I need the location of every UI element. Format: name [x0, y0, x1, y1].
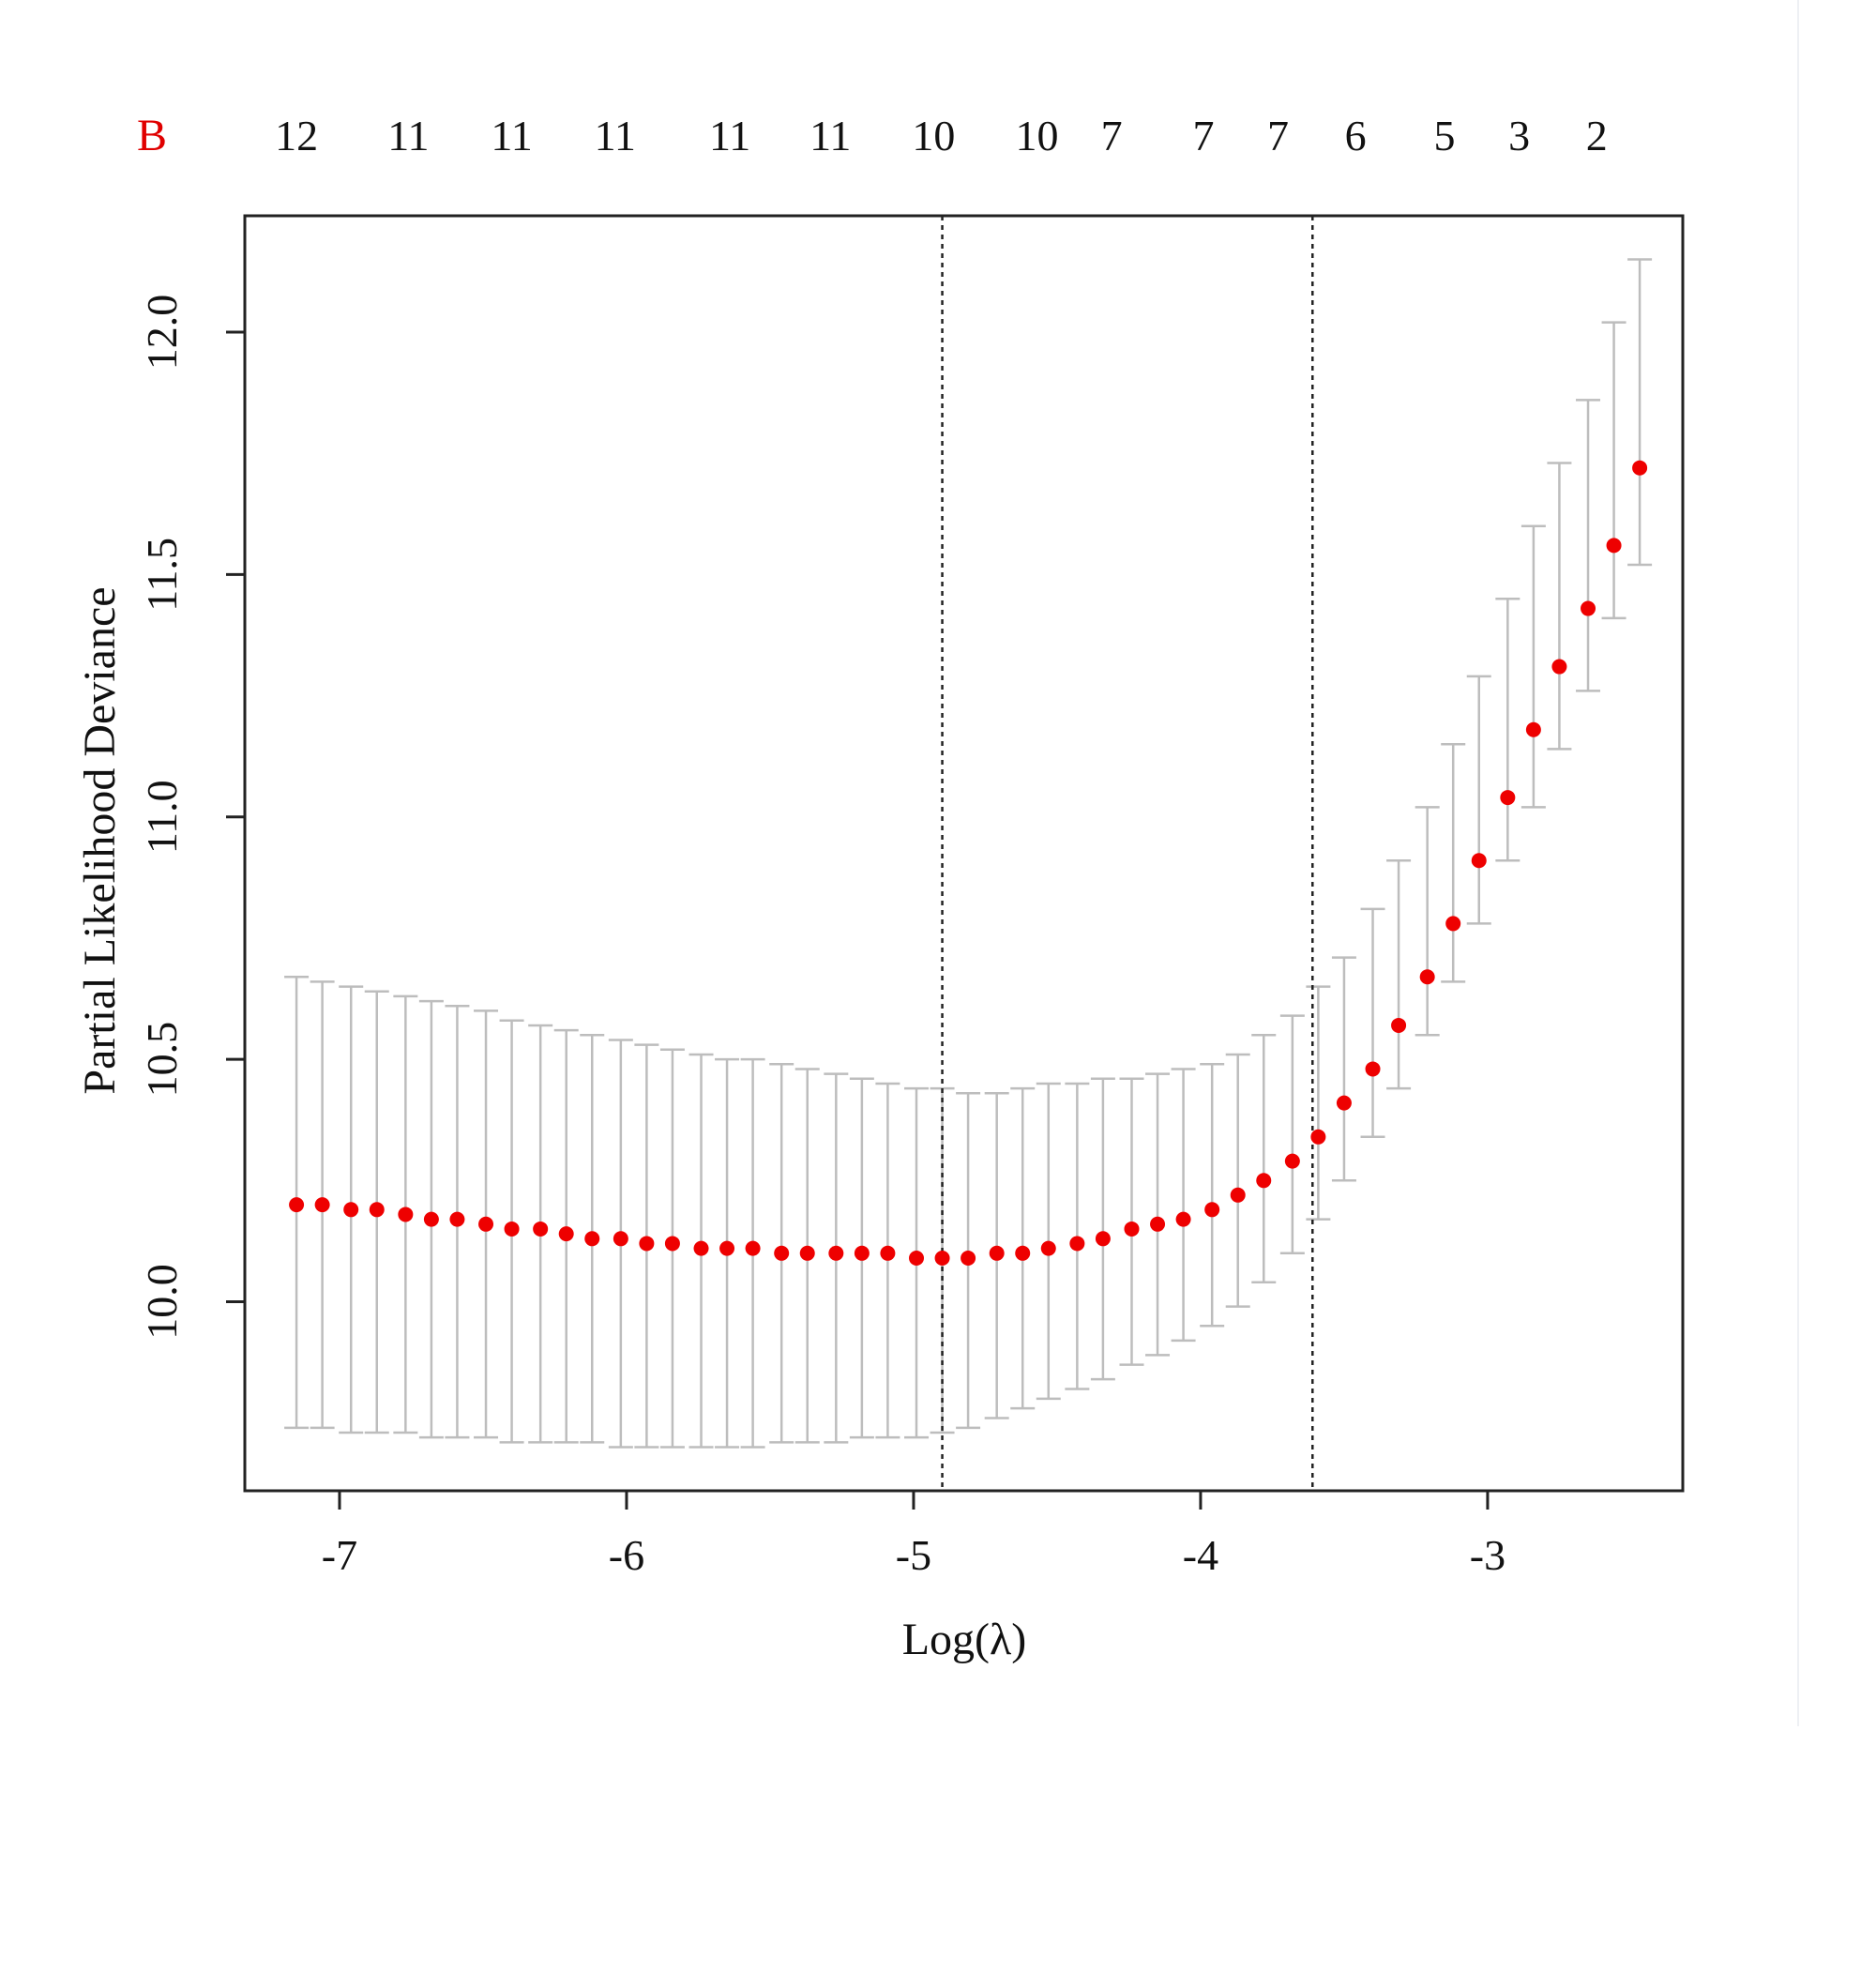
data-point: [1391, 1017, 1407, 1033]
data-point: [533, 1221, 549, 1237]
top-count-label: 12: [275, 112, 318, 159]
data-point: [1230, 1187, 1246, 1203]
data-point: [774, 1245, 790, 1261]
data-point: [799, 1245, 815, 1261]
x-tick-label: -4: [1183, 1531, 1218, 1579]
x-tick-label: -7: [322, 1531, 357, 1579]
data-point: [423, 1211, 439, 1227]
top-count-label: 7: [1267, 112, 1289, 159]
top-count-label: 2: [1586, 112, 1608, 159]
x-axis: -7 -6 -5 -4 -3: [322, 1491, 1505, 1579]
data-point: [1581, 600, 1596, 616]
top-count-label: 10: [1016, 112, 1059, 159]
data-point: [1525, 721, 1541, 737]
data-point: [369, 1202, 385, 1218]
data-point: [314, 1197, 330, 1213]
x-tick-label: -6: [609, 1531, 644, 1579]
data-point: [1015, 1245, 1031, 1261]
top-count-label: 5: [1434, 112, 1456, 159]
data-point: [1445, 916, 1461, 932]
y-axis-title: Partial Likelihood Deviance: [75, 586, 125, 1094]
data-point: [1150, 1216, 1166, 1232]
top-count-label: 11: [491, 112, 532, 159]
data-point: [989, 1245, 1005, 1261]
data-point: [584, 1231, 600, 1247]
plot-frame: [243, 214, 1685, 1493]
data-point: [1606, 538, 1622, 554]
top-count-label: 7: [1101, 112, 1123, 159]
data-point: [854, 1245, 870, 1261]
top-count-label: 11: [387, 112, 429, 159]
data-points: [289, 460, 1648, 1266]
y-tick-label: 11.0: [138, 780, 186, 854]
data-point: [504, 1221, 520, 1237]
data-point: [1095, 1231, 1111, 1247]
data-point: [1284, 1153, 1300, 1169]
data-point: [1256, 1173, 1272, 1189]
data-point: [1336, 1095, 1352, 1111]
data-point: [828, 1245, 844, 1261]
top-count-label: 11: [595, 112, 636, 159]
x-tick-label: -5: [896, 1531, 931, 1579]
data-point: [719, 1240, 735, 1256]
x-axis-title: Log(λ): [902, 1615, 1027, 1664]
y-tick-label: 10.0: [138, 1264, 186, 1340]
data-point: [1040, 1240, 1056, 1256]
top-count-label: 10: [912, 112, 955, 159]
data-point: [639, 1236, 655, 1252]
data-point: [664, 1236, 680, 1252]
data-point: [478, 1216, 494, 1232]
data-point: [1175, 1211, 1191, 1227]
top-count-label: 11: [709, 112, 750, 159]
data-point: [880, 1245, 896, 1261]
data-point: [1632, 460, 1648, 476]
data-point: [289, 1197, 305, 1213]
y-axis: 10.0 10.5 11.0 11.5 12.0: [138, 295, 245, 1340]
top-count-label: 3: [1508, 112, 1530, 159]
data-point: [1471, 853, 1487, 869]
data-point: [1365, 1061, 1381, 1077]
data-point: [343, 1202, 359, 1218]
top-count-label: 6: [1345, 112, 1367, 159]
error-bars: [284, 258, 1653, 1449]
data-point: [1551, 659, 1567, 675]
data-point: [613, 1231, 628, 1247]
data-point: [909, 1250, 925, 1266]
data-point: [934, 1250, 950, 1266]
page-edge-divider: [1797, 0, 1799, 1726]
top-count-label: 7: [1193, 112, 1215, 159]
reference-lines: [941, 216, 1314, 1491]
data-point: [1419, 969, 1435, 985]
data-point: [558, 1226, 574, 1242]
data-point: [449, 1211, 465, 1227]
data-point: [745, 1240, 761, 1256]
data-point: [1500, 790, 1516, 806]
data-point: [1124, 1221, 1140, 1237]
top-count-labels: 12 11 11 11 11 11 10 10 7 7 7 6 5 3 2: [275, 112, 1608, 159]
panel-letter: B: [137, 111, 167, 160]
data-point: [961, 1250, 976, 1266]
x-tick-label: -3: [1470, 1531, 1505, 1579]
data-point: [398, 1207, 414, 1222]
y-tick-label: 11.5: [138, 538, 186, 612]
data-point: [693, 1240, 709, 1256]
top-count-label: 11: [809, 112, 851, 159]
y-tick-label: 10.5: [138, 1022, 186, 1098]
data-point: [1204, 1202, 1220, 1218]
data-point: [1069, 1236, 1085, 1252]
y-tick-label: 12.0: [138, 295, 186, 371]
data-point: [1310, 1129, 1326, 1145]
